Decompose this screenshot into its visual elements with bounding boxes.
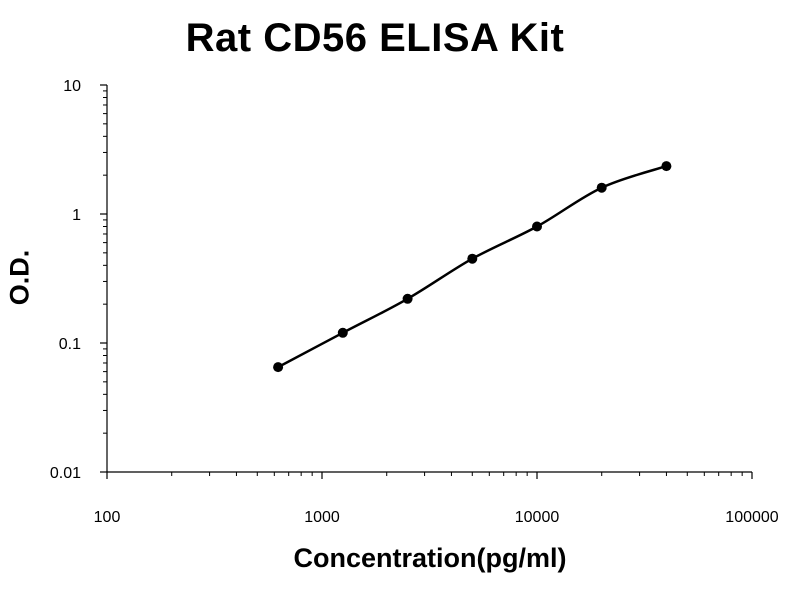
- data-point: [467, 253, 478, 264]
- y-tick-label: 0.1: [59, 336, 81, 353]
- x-tick-label: 100000: [725, 509, 778, 526]
- data-point: [402, 293, 413, 304]
- x-tick-label: 10000: [515, 509, 560, 526]
- x-tick-label: 1000: [304, 509, 340, 526]
- data-point: [596, 182, 607, 193]
- standard-curve-line: [277, 164, 667, 369]
- y-tick-label: 1: [72, 207, 81, 224]
- axes: [106, 85, 752, 473]
- data-point: [337, 327, 348, 338]
- data-point: [532, 221, 542, 232]
- data-points: [273, 161, 672, 373]
- x-axis-label: Concentration(pg/ml): [293, 543, 567, 573]
- axis-ticks: [100, 84, 753, 479]
- x-tick-label: 100: [94, 509, 121, 526]
- tick-labels: 0.01 0.1 1 10 100 1000 10000 100000: [50, 78, 779, 526]
- data-point: [661, 161, 672, 172]
- y-tick-label: 0.01: [50, 465, 81, 482]
- chart-title: Rat CD56 ELISA Kit: [185, 16, 565, 60]
- data-point: [273, 362, 284, 373]
- y-tick-label: 10: [63, 78, 81, 95]
